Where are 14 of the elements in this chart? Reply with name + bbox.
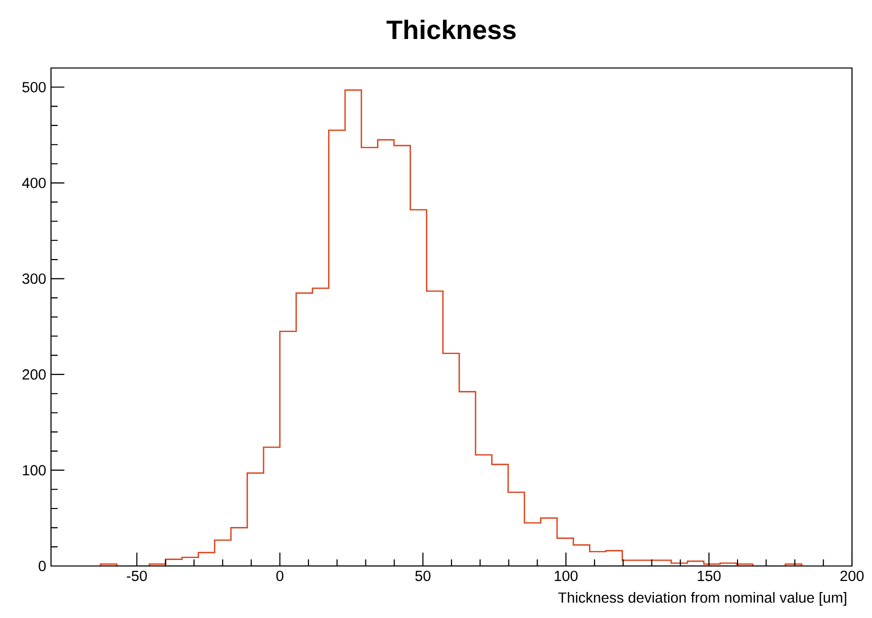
y-tick-label: 100: [22, 465, 46, 476]
x-tick-label: 100: [554, 570, 578, 582]
x-tick-label: 150: [698, 570, 721, 582]
x-tick-label: 50: [415, 570, 430, 582]
y-tick-label: 200: [22, 369, 46, 380]
y-tick-label: 400: [22, 178, 46, 188]
y-tick-label: 0: [38, 560, 46, 572]
y-tick-label: 300: [22, 274, 46, 284]
x-tick-label: -50: [126, 570, 147, 582]
x-tick-label: 200: [840, 570, 864, 582]
y-tick-label: 500: [22, 82, 46, 92]
x-tick-label: 0: [276, 570, 284, 582]
x-axis-title: Thickness deviation from nominal value [um]: [558, 592, 846, 606]
chart-title: Thickness: [386, 20, 516, 40]
